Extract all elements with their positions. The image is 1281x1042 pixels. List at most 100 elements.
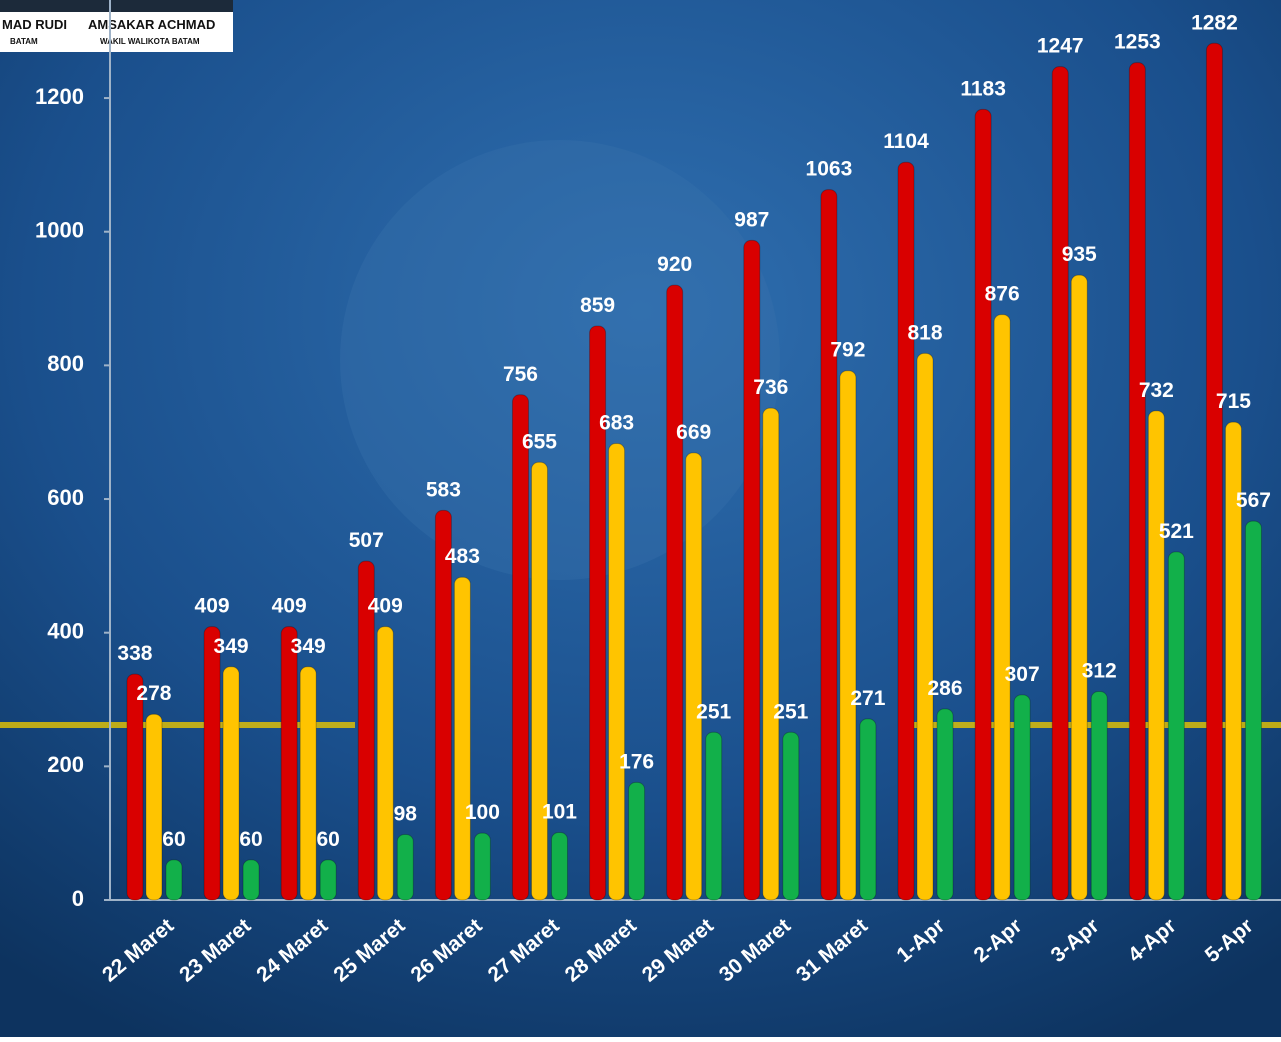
- value-label: 859: [580, 294, 615, 317]
- bar: [127, 674, 143, 900]
- bar: [531, 462, 547, 900]
- bar: [1052, 67, 1068, 900]
- value-label: 583: [426, 478, 461, 501]
- value-label: 736: [753, 376, 788, 399]
- value-label: 278: [136, 682, 171, 705]
- bar: [474, 833, 490, 900]
- value-label: 409: [195, 595, 230, 618]
- bar: [937, 709, 953, 900]
- value-label: 521: [1159, 520, 1194, 543]
- bar: [1168, 552, 1184, 900]
- y-tick-label: 400: [47, 618, 84, 643]
- bar: [744, 240, 760, 900]
- value-label: 349: [291, 635, 326, 658]
- bar: [860, 719, 876, 900]
- value-label: 312: [1082, 659, 1117, 682]
- y-tick-label: 800: [47, 351, 84, 376]
- bar: [994, 315, 1010, 900]
- bar: [146, 714, 162, 900]
- value-label: 1104: [883, 130, 929, 153]
- value-label: 307: [1005, 663, 1040, 686]
- y-tick-label: 1000: [35, 218, 84, 243]
- bar: [223, 667, 239, 900]
- value-label: 756: [503, 363, 538, 386]
- value-label: 920: [657, 253, 692, 276]
- bar: [975, 109, 991, 900]
- value-label: 567: [1236, 489, 1271, 512]
- bar: [667, 285, 683, 900]
- value-label: 60: [239, 828, 262, 851]
- bar: [898, 162, 914, 900]
- value-label: 792: [830, 339, 865, 362]
- bar: [281, 627, 297, 900]
- page: MAD RUDI BATAM AMSAKAR ACHMAD WAKIL WALI…: [0, 0, 1281, 1042]
- value-label: 935: [1062, 243, 1097, 266]
- header-role: BATAM: [10, 37, 38, 46]
- value-label: 683: [599, 412, 634, 435]
- value-label: 60: [162, 828, 185, 851]
- y-tick-label: 600: [47, 485, 84, 510]
- y-tick-label: 200: [47, 752, 84, 777]
- value-label: 715: [1216, 390, 1251, 413]
- bar: [917, 353, 933, 900]
- value-label: 1247: [1037, 35, 1084, 58]
- bar: [840, 371, 856, 900]
- value-label: 251: [696, 700, 731, 723]
- value-label: 98: [394, 803, 418, 826]
- value-label: 876: [985, 283, 1020, 306]
- bar: [629, 782, 645, 900]
- bar: [706, 732, 722, 900]
- value-label: 818: [907, 321, 942, 344]
- bar: [377, 627, 393, 900]
- value-label: 251: [773, 700, 808, 723]
- bar: [1014, 695, 1030, 900]
- value-label: 1183: [960, 77, 1006, 100]
- value-label: 176: [619, 750, 654, 773]
- bar: [1129, 63, 1145, 900]
- value-label: 1253: [1114, 31, 1161, 54]
- bar: [204, 627, 220, 900]
- y-tick-label: 0: [72, 886, 84, 911]
- bar: [821, 190, 837, 900]
- value-label: 732: [1139, 379, 1174, 402]
- value-label: 338: [117, 642, 152, 665]
- bar: [763, 408, 779, 900]
- decor-band: [900, 722, 1281, 728]
- bar: [166, 860, 182, 900]
- value-label: 669: [676, 421, 711, 444]
- bar: [1091, 691, 1107, 900]
- bar: [397, 835, 413, 900]
- value-label: 286: [927, 677, 962, 700]
- header-name: AMSAKAR ACHMAD: [88, 17, 215, 32]
- bar: [435, 510, 451, 900]
- value-label: 409: [272, 595, 307, 618]
- value-label: 409: [368, 595, 403, 618]
- value-label: 349: [214, 635, 249, 658]
- chart: MAD RUDI BATAM AMSAKAR ACHMAD WAKIL WALI…: [0, 0, 1281, 1037]
- bar: [512, 395, 528, 900]
- bar: [551, 833, 567, 900]
- bar: [1071, 275, 1087, 900]
- value-label: 987: [734, 208, 769, 231]
- bar: [320, 860, 336, 900]
- y-tick-label: 1200: [35, 84, 84, 109]
- value-label: 1063: [806, 158, 853, 181]
- bar: [454, 577, 470, 900]
- bar: [783, 732, 799, 900]
- bar: [609, 444, 625, 900]
- value-label: 100: [465, 801, 500, 824]
- bar: [243, 860, 259, 900]
- value-label: 101: [542, 801, 577, 824]
- header-name: MAD RUDI: [2, 17, 67, 32]
- header-role: WAKIL WALIKOTA BATAM: [100, 37, 200, 46]
- bar: [1206, 43, 1222, 900]
- bar: [1245, 521, 1261, 900]
- value-label: 60: [316, 828, 339, 851]
- bar: [1148, 411, 1164, 900]
- value-label: 1282: [1191, 11, 1238, 34]
- bar: [686, 453, 702, 900]
- photo-strip: [0, 0, 233, 12]
- value-label: 507: [349, 529, 384, 552]
- value-label: 655: [522, 430, 557, 453]
- bar: [300, 667, 316, 900]
